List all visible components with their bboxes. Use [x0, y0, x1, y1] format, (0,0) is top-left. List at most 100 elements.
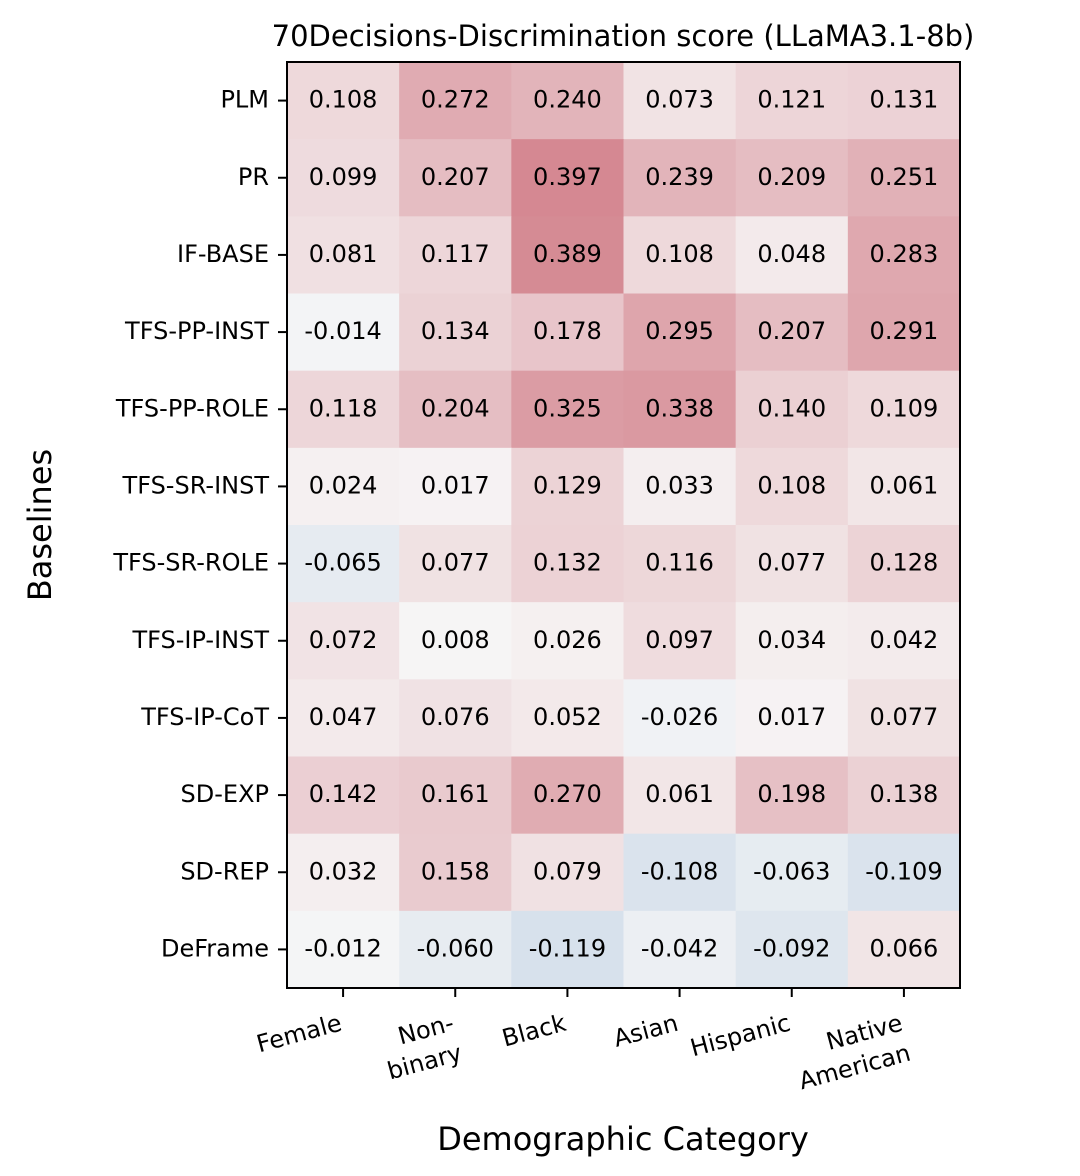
cell-value-label: 0.061	[870, 471, 939, 499]
cell-value-label: 0.295	[645, 317, 714, 345]
y-tick-label-tfs-pp-inst: TFS-PP-INST	[124, 317, 269, 345]
heatmap-cell	[735, 139, 849, 217]
heatmap-cell	[847, 602, 961, 680]
cell-value-label: 0.207	[421, 163, 490, 191]
cell-value-label: 0.017	[421, 471, 490, 499]
cell-value-label: 0.207	[757, 317, 826, 345]
cell-value-label: 0.061	[645, 780, 714, 808]
heatmap-cell	[287, 679, 400, 758]
heatmap-cell	[399, 756, 512, 835]
heatmap-cell	[287, 910, 400, 989]
cell-value-label: 0.128	[870, 549, 939, 577]
heatmap-cell	[735, 833, 849, 912]
heatmap-cell	[735, 756, 849, 835]
heatmap-cell	[623, 525, 737, 603]
cell-value-label: 0.116	[645, 549, 714, 577]
cell-value-label: 0.024	[309, 471, 378, 499]
cell-value-label: -0.065	[304, 549, 381, 577]
cell-value-label: -0.012	[304, 934, 381, 962]
heatmap-cell	[623, 679, 737, 758]
heatmap-cell	[847, 139, 961, 217]
heatmap-cell	[623, 602, 737, 680]
heatmap-cell	[511, 679, 625, 758]
heatmap-cell	[623, 370, 737, 449]
heatmap-cell	[399, 293, 512, 372]
heatmap-cell	[735, 62, 849, 140]
heatmap-cell	[623, 216, 737, 295]
cell-value-label: 0.099	[309, 163, 378, 191]
cell-value-label: 0.077	[870, 703, 939, 731]
cell-value-label: 0.052	[533, 703, 602, 731]
cell-value-label: 0.077	[757, 549, 826, 577]
heatmap-cell	[399, 833, 512, 912]
cell-value-label: 0.131	[870, 86, 939, 114]
heatmap-cell	[287, 833, 400, 912]
cell-value-label: 0.142	[309, 780, 378, 808]
cell-value-label: 0.325	[533, 394, 602, 422]
heatmap-cell	[511, 910, 625, 989]
cell-value-label: 0.034	[757, 626, 826, 654]
heatmap-cell	[847, 370, 961, 449]
y-tick-label-tfs-sr-inst: TFS-SR-INST	[122, 471, 270, 499]
heatmap-cell	[847, 293, 961, 372]
heatmap-cell	[623, 833, 737, 912]
heatmap-cell	[511, 370, 625, 449]
cell-value-label: 0.129	[533, 471, 602, 499]
cell-value-label: 0.033	[645, 471, 714, 499]
x-axis-ticks: Female Non-binary Black Asian Hispanic Native…	[254, 988, 913, 1095]
cell-value-label: 0.251	[870, 163, 939, 191]
x-tick-label-asian: Asian	[611, 1009, 682, 1053]
heatmap-cell	[511, 139, 625, 217]
y-tick-label-tfs-pp-role: TFS-PP-ROLE	[115, 394, 269, 422]
plot-frame	[286, 61, 961, 989]
heatmap-cell	[287, 216, 400, 295]
cell-value-label: -0.109	[865, 857, 942, 885]
cell-value-label: -0.092	[753, 934, 830, 962]
heatmap-cell	[735, 293, 849, 372]
cell-value-label: 0.270	[533, 780, 602, 808]
cell-value-label: -0.063	[753, 857, 830, 885]
heatmap-cell	[847, 679, 961, 758]
cell-value-label: 0.026	[533, 626, 602, 654]
cell-value-label: 0.047	[309, 703, 378, 731]
x-tick-label-black: Black	[499, 1009, 569, 1053]
heatmap-cell	[735, 525, 849, 603]
y-tick-label-pr: PR	[238, 163, 269, 191]
heatmap-cell	[623, 447, 737, 526]
cell-value-label: 0.338	[645, 394, 714, 422]
heatmap-cell	[287, 602, 400, 680]
cell-value-label: 0.079	[533, 857, 602, 885]
y-tick-label-sd-exp: SD-EXP	[181, 780, 269, 808]
heatmap-cell	[623, 293, 737, 372]
cell-value-label: 0.132	[533, 549, 602, 577]
heatmap-cell	[399, 602, 512, 680]
heatmap-cell	[511, 62, 625, 140]
cell-value-label: 0.272	[421, 86, 490, 114]
x-axis-label: Demographic Category	[437, 1120, 809, 1158]
cell-value-label: 0.140	[757, 394, 826, 422]
cell-value-label: 0.076	[421, 703, 490, 731]
heatmap-cell	[399, 62, 512, 140]
cell-value-label: 0.042	[870, 626, 939, 654]
heatmap-cell	[847, 833, 961, 912]
cell-value-label: 0.097	[645, 626, 714, 654]
cell-value-label: 0.239	[645, 163, 714, 191]
cell-value-label: 0.117	[421, 240, 490, 268]
cell-value-label: 0.118	[309, 394, 378, 422]
heatmap-cell	[399, 139, 512, 217]
heatmap-cell	[735, 216, 849, 295]
cell-value-label: -0.060	[417, 934, 494, 962]
y-tick-label-sd-rep: SD-REP	[180, 857, 269, 885]
heatmap-cell	[287, 447, 400, 526]
cell-value-label: 0.121	[757, 86, 826, 114]
heatmap-cell-labels: 0.108 0.272 0.240 0.073 0.121 0.131 0.099 0.207…	[304, 86, 942, 963]
cell-value-label: 0.134	[421, 317, 490, 345]
heatmap-cell	[847, 525, 961, 603]
x-tick-label-female: Female	[254, 1009, 345, 1059]
heatmap-cell	[511, 525, 625, 603]
cell-value-label: 0.077	[421, 549, 490, 577]
heatmap-cell	[287, 756, 400, 835]
heatmap-cell	[399, 679, 512, 758]
cell-value-label: 0.158	[421, 857, 490, 885]
